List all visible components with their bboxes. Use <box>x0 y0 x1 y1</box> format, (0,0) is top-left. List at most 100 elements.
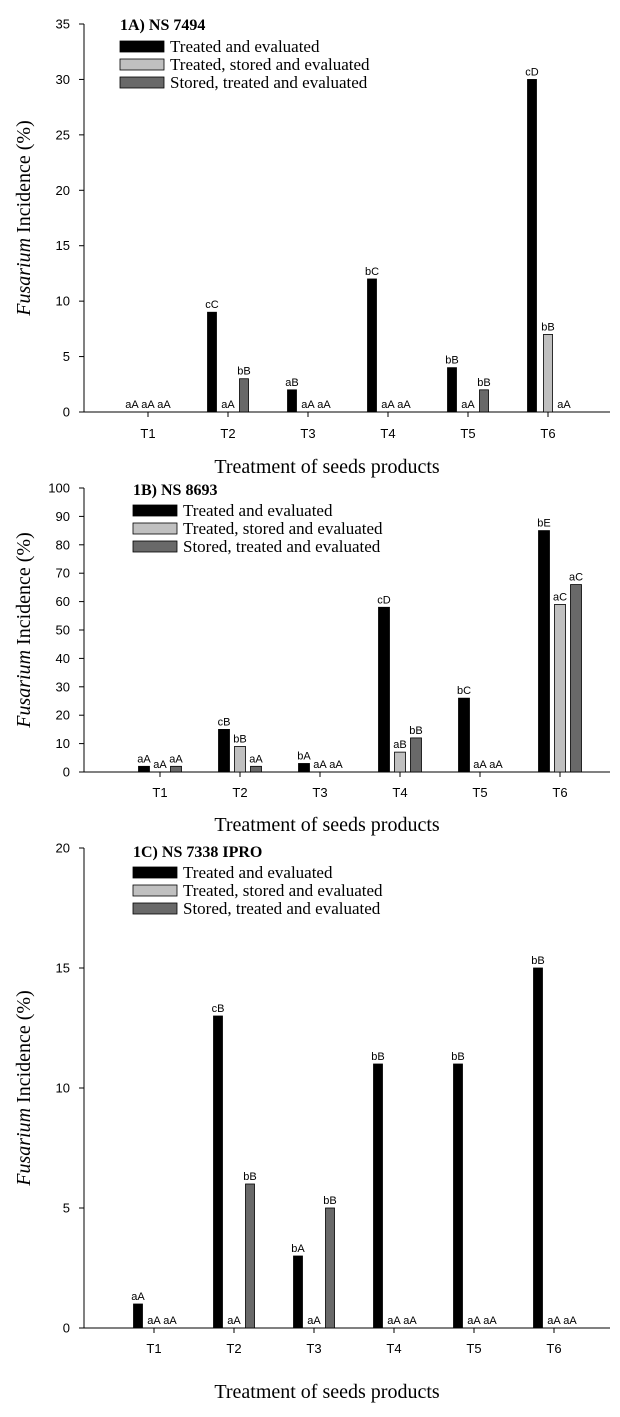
legend-swatch <box>119 58 165 71</box>
y-tick-label: 30 <box>56 72 70 87</box>
x-tick-label: T5 <box>460 426 475 441</box>
bar <box>298 763 310 773</box>
data-label: aA <box>147 1315 161 1327</box>
y-tick-label: 20 <box>56 183 70 198</box>
bar <box>213 1015 223 1329</box>
y-tick-label: 5 <box>63 1201 70 1216</box>
y-tick-label: 40 <box>56 651 70 666</box>
data-label: aA <box>329 759 343 771</box>
data-label: cB <box>212 1003 225 1015</box>
data-label: aA <box>397 399 411 411</box>
y-tick-label: 10 <box>56 1081 70 1096</box>
data-label: aA <box>547 1315 561 1327</box>
data-label: bB <box>477 377 490 389</box>
data-label: bB <box>541 321 554 333</box>
data-label: aC <box>569 572 583 584</box>
bar <box>234 746 246 773</box>
bar <box>170 765 182 773</box>
x-tick-label: T6 <box>540 426 555 441</box>
bar <box>410 737 422 773</box>
bar <box>453 1063 463 1329</box>
y-axis-label-rest: Incidence (%) <box>13 990 35 1108</box>
bar <box>250 765 262 773</box>
x-tick-label: T4 <box>386 1341 401 1356</box>
panel-title: 1C) NS 7338 IPRO <box>133 844 262 861</box>
y-axis-label-rest: Incidence (%) <box>13 120 35 238</box>
data-label: aA <box>489 759 503 771</box>
data-label: aA <box>157 399 171 411</box>
x-axis-label: Treatment of seeds products <box>214 814 440 836</box>
legend-swatch <box>132 540 178 553</box>
bar <box>527 79 537 413</box>
bar <box>479 389 489 413</box>
data-label: bB <box>371 1051 384 1063</box>
panel-title: 1B) NS 8693 <box>133 482 217 499</box>
bar <box>447 367 457 413</box>
data-label: aA <box>313 759 327 771</box>
legend-entry: Treated and evaluated <box>170 37 320 56</box>
legend-entry: Stored, treated and evaluated <box>183 537 381 556</box>
bar <box>245 1183 255 1329</box>
y-axis-label: Fusarium Incidence (%) <box>13 532 35 729</box>
x-tick-label: T3 <box>312 785 327 800</box>
x-tick-label: T3 <box>300 426 315 441</box>
data-label: cD <box>377 594 391 606</box>
y-axis-label-italic: Fusarium <box>13 238 35 317</box>
data-label: cB <box>218 716 231 728</box>
x-tick-label: T1 <box>152 785 167 800</box>
y-tick-label: 35 <box>56 17 70 32</box>
x-tick-label: T3 <box>306 1341 321 1356</box>
bar <box>239 378 249 413</box>
bar <box>207 311 217 413</box>
x-axis-label: Treatment of seeds products <box>214 1381 440 1403</box>
legend-swatch <box>132 504 178 517</box>
x-tick-label: T2 <box>226 1341 241 1356</box>
y-tick-label: 15 <box>56 961 70 976</box>
x-axis-label: Treatment of seeds products <box>214 456 440 478</box>
data-label: aA <box>557 399 571 411</box>
legend-entry: Treated, stored and evaluated <box>183 881 383 900</box>
data-label: bA <box>291 1243 305 1255</box>
bar <box>554 604 566 773</box>
y-axis-label: Fusarium Incidence (%) <box>13 120 35 317</box>
x-tick-label: T4 <box>380 426 395 441</box>
y-tick-label: 0 <box>63 1321 70 1336</box>
data-label: bC <box>365 266 379 278</box>
x-tick-label: T5 <box>466 1341 481 1356</box>
bar <box>373 1063 383 1329</box>
data-label: bA <box>297 750 311 762</box>
legend-entry: Treated and evaluated <box>183 863 333 882</box>
y-tick-label: 10 <box>56 736 70 751</box>
y-axis-label-rest: Incidence (%) <box>13 532 35 650</box>
y-tick-label: 70 <box>56 566 70 581</box>
data-label: bB <box>243 1171 256 1183</box>
data-label: aA <box>249 753 263 765</box>
data-label: aC <box>553 591 567 603</box>
bar <box>133 1303 143 1329</box>
data-label: aA <box>381 399 395 411</box>
y-tick-label: 20 <box>56 708 70 723</box>
y-tick-label: 60 <box>56 594 70 609</box>
data-label: aA <box>483 1315 497 1327</box>
x-tick-label: T6 <box>552 785 567 800</box>
y-tick-label: 15 <box>56 238 70 253</box>
y-tick-label: 25 <box>56 127 70 142</box>
y-tick-label: 10 <box>56 294 70 309</box>
legend-swatch <box>119 76 165 89</box>
bar <box>543 333 553 413</box>
x-tick-label: T2 <box>232 785 247 800</box>
y-tick-label: 30 <box>56 679 70 694</box>
bar <box>394 751 406 773</box>
y-tick-label: 90 <box>56 509 70 524</box>
data-label: aA <box>467 1315 481 1327</box>
data-label: aA <box>163 1315 177 1327</box>
y-tick-label: 80 <box>56 537 70 552</box>
bar <box>458 697 470 773</box>
bar <box>533 967 543 1329</box>
data-label: bB <box>409 725 422 737</box>
data-label: aB <box>393 739 406 751</box>
